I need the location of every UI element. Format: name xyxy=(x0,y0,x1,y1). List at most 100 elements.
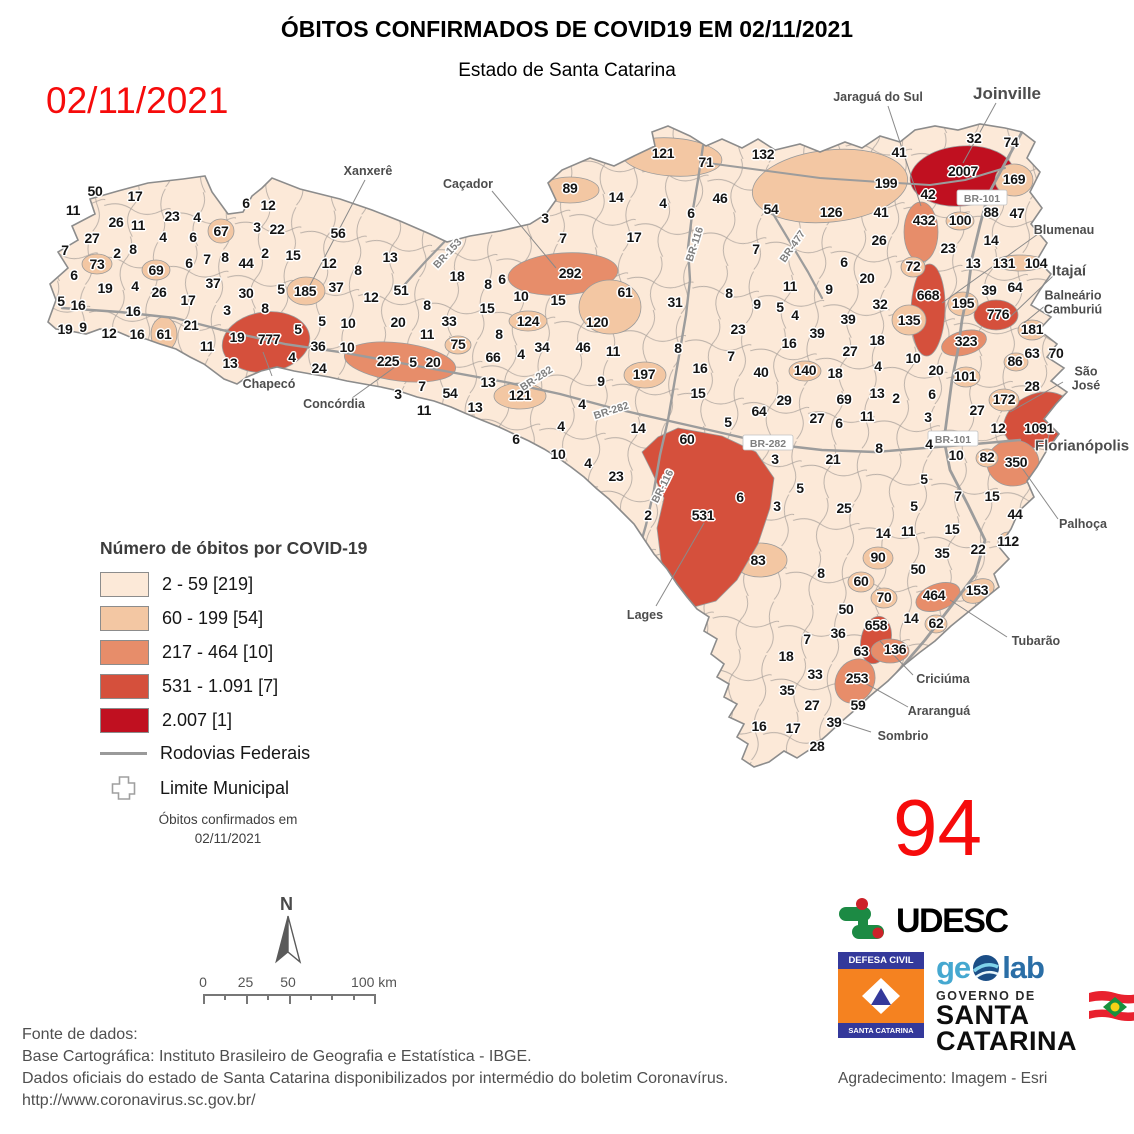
road-label: BR-282 xyxy=(742,434,794,451)
scalebar-tick xyxy=(267,994,270,1000)
footer-source: Fonte de dados: Base Cartográfica: Instit… xyxy=(22,1024,728,1112)
legend-class-row: 2.007 [1] xyxy=(100,708,367,733)
leader-line xyxy=(842,722,872,733)
scalebar-label: 100 km xyxy=(351,974,397,990)
legend-caption-line2: 02/11/2021 xyxy=(194,830,262,846)
municipality-patch xyxy=(900,256,926,278)
municipality-patch xyxy=(444,335,472,355)
leader-line xyxy=(1023,304,1047,324)
map-legend: Número de óbitos por COVID-19 2 - 59 [21… xyxy=(100,538,367,849)
legend-class-label: 217 - 464 [10] xyxy=(162,642,274,662)
udesc-wordmark: UDESC xyxy=(896,901,1009,940)
class-patches xyxy=(81,137,1067,704)
legend-limit-label: Limite Municipal xyxy=(160,777,290,798)
municipality-patch xyxy=(286,276,326,306)
date-overlay: 02/11/2021 xyxy=(46,80,229,121)
legend-class-row: 531 - 1.091 [7] xyxy=(100,674,367,699)
footer-line: Dados oficiais do estado de Santa Catari… xyxy=(22,1069,729,1087)
road-line-icon xyxy=(100,752,147,755)
acknowledgment-text: Agradecimento: Imagem - Esri xyxy=(838,1070,1048,1088)
leader-line xyxy=(491,190,557,269)
legend-swatch xyxy=(100,708,149,733)
svg-text:BR-101: BR-101 xyxy=(935,434,971,446)
scalebar-label: 25 xyxy=(237,974,254,990)
legend-class-row: 2 - 59 [219] xyxy=(100,572,367,597)
municipality-patch xyxy=(973,299,1019,331)
municipality-patch xyxy=(141,259,171,281)
legend-class-label: 2.007 [1] xyxy=(162,710,233,730)
municipality-patch xyxy=(623,361,667,389)
scalebar-label: 50 xyxy=(280,974,296,990)
page-subtitle: Estado de Santa Catarina xyxy=(458,60,676,81)
legend-title: Número de óbitos por COVID-19 xyxy=(100,538,368,558)
geolab-logo: ge lab xyxy=(936,952,1101,983)
leader-line xyxy=(887,105,922,207)
legend-class-label: 60 - 199 [54] xyxy=(162,608,264,628)
legend-class-row: 60 - 199 [54] xyxy=(100,606,367,631)
municipality-patch xyxy=(988,388,1020,412)
leader-line xyxy=(962,102,997,164)
municipality-patch xyxy=(493,382,547,410)
municipality-patch xyxy=(81,253,113,275)
scalebar-tick xyxy=(309,994,312,1000)
legend-caption: Óbitos confirmados em 02/11/2021 xyxy=(118,811,338,849)
road-BR-477 xyxy=(770,210,824,300)
credits-block: UDESC DEFESA CIVIL SANTA CATARINA ge xyxy=(838,898,1134,1088)
municipality-patch xyxy=(1003,352,1029,372)
scalebar-tick xyxy=(352,994,355,1000)
legend-roads-row: Rodovias Federais xyxy=(100,742,367,765)
municipality-patch xyxy=(903,201,939,263)
municipality-patch xyxy=(578,279,642,335)
leader-line xyxy=(1009,275,1054,318)
municipality-patch xyxy=(508,310,548,332)
leader-line xyxy=(879,640,914,676)
municipality-patch xyxy=(891,304,927,336)
legend-classes: 2 - 59 [219] 60 - 199 [54] 217 - 464 [10] 5… xyxy=(100,572,367,733)
legend-class-row: 217 - 464 [10] xyxy=(100,640,367,665)
legend-class-label: 2 - 59 [219] xyxy=(162,574,254,594)
scale-group: N 0 25 50 100 km xyxy=(199,894,430,1009)
municipality-patch xyxy=(870,587,898,609)
legend-class-label: 531 - 1.091 [7] xyxy=(162,676,279,696)
legend-caption-line1: Óbitos confirmados em xyxy=(158,812,298,827)
road-BR-116 xyxy=(623,144,705,602)
scalebar-tick xyxy=(374,994,376,1004)
municipality-patch xyxy=(945,211,975,231)
municipality-patch xyxy=(915,582,961,612)
municipality-patch xyxy=(862,546,894,570)
geolab-globe-icon xyxy=(973,954,1000,981)
leader-line xyxy=(1009,381,1064,413)
leader-line xyxy=(308,179,366,288)
udesc-logo: UDESC xyxy=(838,898,1118,944)
legend-swatch xyxy=(100,640,149,665)
leader-line xyxy=(262,351,273,377)
daily-deaths-number: 94 xyxy=(893,783,982,872)
defesa-civil-bottom-label: SANTA CATARINA xyxy=(838,1023,924,1038)
municipality-patch xyxy=(847,571,875,593)
defesa-civil-emblem-icon xyxy=(862,978,900,1014)
road-label: BR-101 xyxy=(927,430,979,447)
leader-line xyxy=(351,366,396,399)
scalebar-tick xyxy=(288,994,291,1004)
leader-line xyxy=(1021,467,1059,520)
municipality-patch xyxy=(951,366,981,388)
scalebar-tick xyxy=(224,994,227,1000)
udesc-emblem-icon xyxy=(839,898,884,939)
defesa-civil-logo: DEFESA CIVIL SANTA CATARINA xyxy=(838,952,924,1038)
state-outline xyxy=(47,123,1069,768)
governo-line: GOVERNO DE xyxy=(936,989,1036,1003)
scalebar-tick xyxy=(203,994,205,1004)
svg-text:BR-101: BR-101 xyxy=(964,193,1000,205)
municipality-patch xyxy=(507,252,619,296)
road-BR-280 xyxy=(699,161,1006,186)
governo-big1: SANTA xyxy=(936,1000,1030,1030)
governo-sc-logo: GOVERNO DE SANTA CATARINA xyxy=(936,989,1134,1054)
scalebar-tick xyxy=(331,994,334,1000)
north-arrow-icon xyxy=(275,915,302,964)
road-BR-101 xyxy=(833,130,1024,737)
scalebar-tick xyxy=(245,994,248,1004)
federal-roads xyxy=(60,130,1024,737)
municipality-patch xyxy=(834,658,876,704)
leader-line xyxy=(655,522,705,607)
